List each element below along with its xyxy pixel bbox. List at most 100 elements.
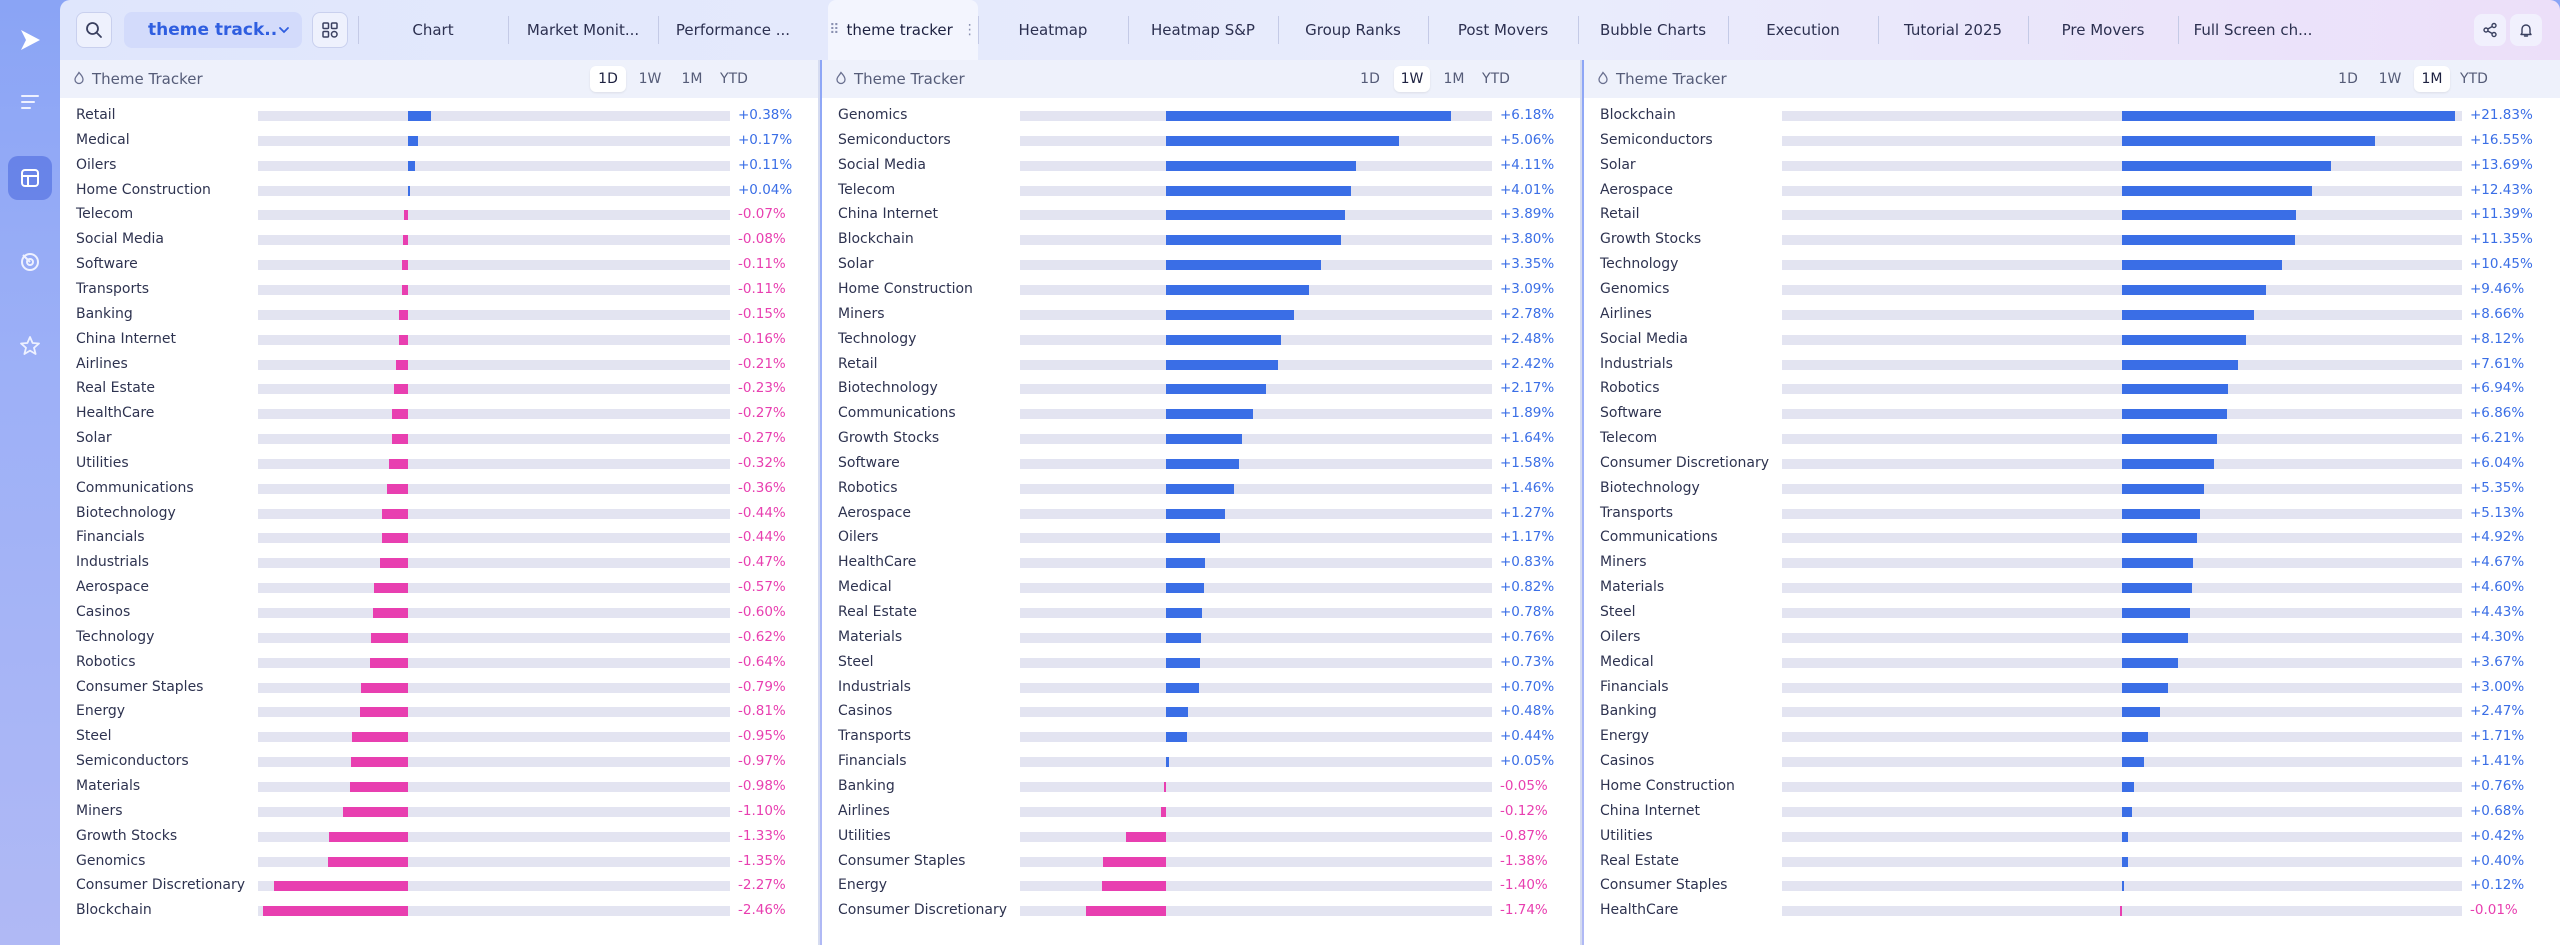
tab-chart[interactable]: Chart bbox=[358, 0, 508, 60]
theme-row[interactable]: Solar +3.35% bbox=[822, 253, 1580, 278]
theme-row[interactable]: Biotechnology +2.17% bbox=[822, 377, 1580, 402]
logo-play-icon[interactable] bbox=[8, 18, 52, 62]
theme-row[interactable]: Industrials +7.61% bbox=[1584, 353, 2560, 378]
theme-row[interactable]: China Internet +0.68% bbox=[1584, 800, 2560, 825]
star-icon[interactable] bbox=[8, 324, 52, 368]
tab-tutorial-2025[interactable]: Tutorial 2025 bbox=[1878, 0, 2028, 60]
timeframe-1w-button[interactable]: 1W bbox=[2378, 71, 2402, 87]
theme-row[interactable]: Utilities -0.32% bbox=[60, 452, 818, 477]
theme-row[interactable]: Oilers +4.30% bbox=[1584, 626, 2560, 651]
theme-row[interactable]: Growth Stocks +11.35% bbox=[1584, 228, 2560, 253]
theme-row[interactable]: Telecom -0.07% bbox=[60, 203, 818, 228]
theme-row[interactable]: Blockchain +3.80% bbox=[822, 228, 1580, 253]
theme-row[interactable]: Casinos +1.41% bbox=[1584, 750, 2560, 775]
theme-row[interactable]: Software -0.11% bbox=[60, 253, 818, 278]
tab-execution[interactable]: Execution bbox=[1728, 0, 1878, 60]
timeframe-1m-button[interactable]: 1M bbox=[681, 71, 703, 87]
theme-row[interactable]: Biotechnology -0.44% bbox=[60, 502, 818, 527]
theme-row[interactable]: Banking -0.05% bbox=[822, 775, 1580, 800]
theme-row[interactable]: Robotics -0.64% bbox=[60, 651, 818, 676]
theme-row[interactable]: Home Construction +0.04% bbox=[60, 179, 818, 204]
theme-row[interactable]: Medical +0.17% bbox=[60, 129, 818, 154]
timeframe-1w-button[interactable]: 1W bbox=[1394, 66, 1430, 92]
menu-lines-icon[interactable] bbox=[8, 80, 52, 124]
theme-row[interactable]: Semiconductors +5.06% bbox=[822, 129, 1580, 154]
theme-row[interactable]: Consumer Discretionary +6.04% bbox=[1584, 452, 2560, 477]
theme-row[interactable]: Consumer Discretionary -2.27% bbox=[60, 874, 818, 899]
theme-row[interactable]: HealthCare -0.01% bbox=[1584, 899, 2560, 924]
theme-row[interactable]: Solar +13.69% bbox=[1584, 154, 2560, 179]
timeframe-ytd-button[interactable]: YTD bbox=[1482, 71, 1510, 87]
tab-theme-tracker[interactable]: ⠿ theme tracker ⋮ bbox=[828, 0, 978, 60]
theme-row[interactable]: Steel +0.73% bbox=[822, 651, 1580, 676]
theme-row[interactable]: Oilers +0.11% bbox=[60, 154, 818, 179]
theme-row[interactable]: Energy +1.71% bbox=[1584, 725, 2560, 750]
timeframe-1m-button[interactable]: 1M bbox=[2414, 66, 2450, 92]
theme-row[interactable]: Solar -0.27% bbox=[60, 427, 818, 452]
tab-performance[interactable]: Performance ... bbox=[658, 0, 808, 60]
theme-row[interactable]: Airlines +8.66% bbox=[1584, 303, 2560, 328]
theme-row[interactable]: Communications +1.89% bbox=[822, 402, 1580, 427]
timeframe-1d-button[interactable]: 1D bbox=[1360, 71, 1380, 87]
theme-row[interactable]: Blockchain -2.46% bbox=[60, 899, 818, 924]
theme-row[interactable]: Consumer Staples +0.12% bbox=[1584, 874, 2560, 899]
tab-group-ranks[interactable]: Group Ranks bbox=[1278, 0, 1428, 60]
timeframe-1m-button[interactable]: 1M bbox=[1443, 71, 1465, 87]
theme-row[interactable]: Casinos -0.60% bbox=[60, 601, 818, 626]
theme-row[interactable]: Social Media -0.08% bbox=[60, 228, 818, 253]
theme-row[interactable]: Real Estate -0.23% bbox=[60, 377, 818, 402]
theme-row[interactable]: Industrials -0.47% bbox=[60, 551, 818, 576]
widgets-button[interactable] bbox=[312, 12, 348, 48]
theme-row[interactable]: Retail +0.38% bbox=[60, 104, 818, 129]
theme-row[interactable]: Medical +3.67% bbox=[1584, 651, 2560, 676]
theme-row[interactable]: Miners +2.78% bbox=[822, 303, 1580, 328]
tab-full-screen-chart[interactable]: Full Screen ch... bbox=[2178, 0, 2328, 60]
theme-row[interactable]: Banking +2.47% bbox=[1584, 700, 2560, 725]
theme-row[interactable]: Aerospace -0.57% bbox=[60, 576, 818, 601]
theme-row[interactable]: Steel +4.43% bbox=[1584, 601, 2560, 626]
theme-row[interactable]: Oilers +1.17% bbox=[822, 526, 1580, 551]
timeframe-ytd-button[interactable]: YTD bbox=[2460, 71, 2488, 87]
theme-row[interactable]: Robotics +1.46% bbox=[822, 477, 1580, 502]
theme-row[interactable]: China Internet +3.89% bbox=[822, 203, 1580, 228]
theme-row[interactable]: Miners -1.10% bbox=[60, 800, 818, 825]
theme-row[interactable]: Aerospace +12.43% bbox=[1584, 179, 2560, 204]
theme-row[interactable]: Blockchain +21.83% bbox=[1584, 104, 2560, 129]
timeframe-1d-button[interactable]: 1D bbox=[590, 66, 626, 92]
theme-row[interactable]: Transports +0.44% bbox=[822, 725, 1580, 750]
theme-row[interactable]: Financials +3.00% bbox=[1584, 676, 2560, 701]
tab-market-monitor[interactable]: Market Monit... bbox=[508, 0, 658, 60]
theme-row[interactable]: Technology +2.48% bbox=[822, 328, 1580, 353]
tab-pre-movers[interactable]: Pre Movers bbox=[2028, 0, 2178, 60]
theme-row[interactable]: Technology +10.45% bbox=[1584, 253, 2560, 278]
theme-row[interactable]: HealthCare -0.27% bbox=[60, 402, 818, 427]
theme-row[interactable]: Communications +4.92% bbox=[1584, 526, 2560, 551]
theme-row[interactable]: Robotics +6.94% bbox=[1584, 377, 2560, 402]
tab-bubble-charts[interactable]: Bubble Charts bbox=[1578, 0, 1728, 60]
timeframe-ytd-button[interactable]: YTD bbox=[720, 71, 748, 87]
theme-row[interactable]: Growth Stocks -1.33% bbox=[60, 825, 818, 850]
theme-row[interactable]: Financials -0.44% bbox=[60, 526, 818, 551]
theme-row[interactable]: Telecom +4.01% bbox=[822, 179, 1580, 204]
theme-row[interactable]: Aerospace +1.27% bbox=[822, 502, 1580, 527]
theme-row[interactable]: Telecom +6.21% bbox=[1584, 427, 2560, 452]
theme-row[interactable]: Genomics +9.46% bbox=[1584, 278, 2560, 303]
theme-row[interactable]: Real Estate +0.40% bbox=[1584, 850, 2560, 875]
theme-row[interactable]: Medical +0.82% bbox=[822, 576, 1580, 601]
notifications-button[interactable] bbox=[2510, 14, 2542, 46]
theme-row[interactable]: Utilities +0.42% bbox=[1584, 825, 2560, 850]
theme-row[interactable]: Biotechnology +5.35% bbox=[1584, 477, 2560, 502]
theme-row[interactable]: Airlines -0.12% bbox=[822, 800, 1580, 825]
layout-select[interactable]: theme track... bbox=[124, 12, 302, 48]
theme-row[interactable]: Retail +11.39% bbox=[1584, 203, 2560, 228]
theme-row[interactable]: Technology -0.62% bbox=[60, 626, 818, 651]
theme-row[interactable]: Casinos +0.48% bbox=[822, 700, 1580, 725]
theme-row[interactable]: Genomics +6.18% bbox=[822, 104, 1580, 129]
theme-row[interactable]: Home Construction +0.76% bbox=[1584, 775, 2560, 800]
theme-row[interactable]: Social Media +8.12% bbox=[1584, 328, 2560, 353]
theme-row[interactable]: Utilities -0.87% bbox=[822, 825, 1580, 850]
theme-row[interactable]: Energy -0.81% bbox=[60, 700, 818, 725]
theme-row[interactable]: Software +1.58% bbox=[822, 452, 1580, 477]
theme-row[interactable]: China Internet -0.16% bbox=[60, 328, 818, 353]
theme-row[interactable]: Financials +0.05% bbox=[822, 750, 1580, 775]
